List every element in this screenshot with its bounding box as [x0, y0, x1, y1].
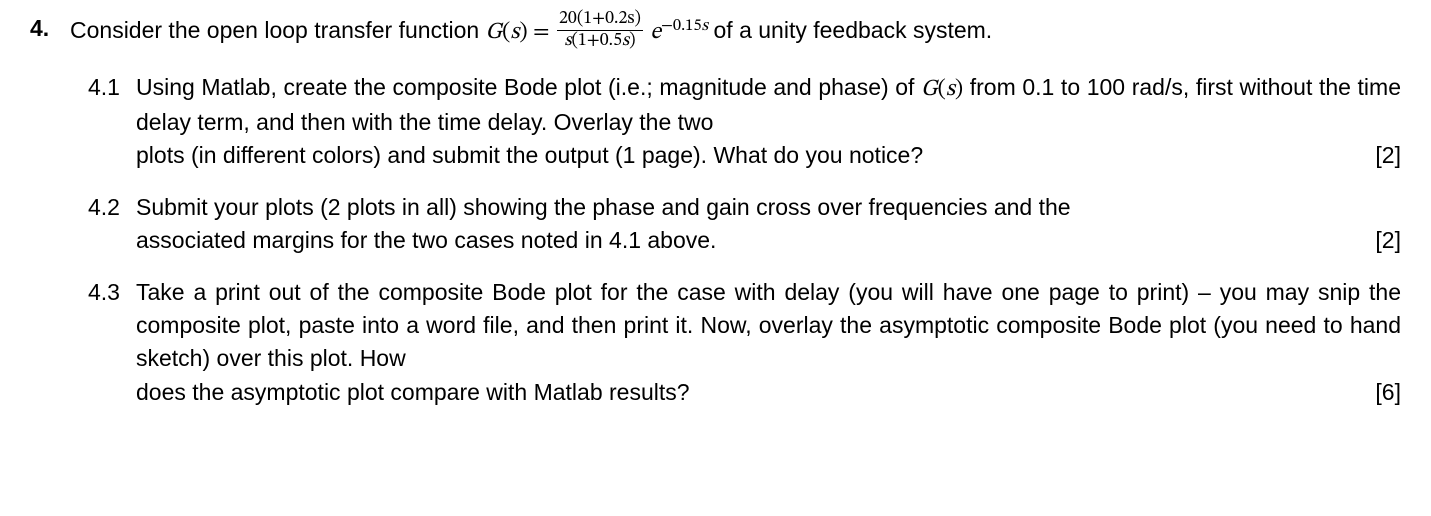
sub-number: 4.3: [88, 276, 136, 309]
gs-lhs: G(s) =: [486, 21, 555, 44]
exp-e: e: [650, 21, 661, 44]
intro-text-post: of a unity feedback system.: [714, 17, 993, 43]
sub-number: 4.2: [88, 191, 136, 224]
sub-lastline-text: associated margins for the two cases not…: [136, 224, 716, 257]
gs-inline: G(s): [921, 78, 963, 101]
sub-lastline: plots (in different colors) and submit t…: [136, 139, 1401, 172]
exp-term: e−0.15s: [650, 21, 708, 44]
sub-lastline-text: does the asymptotic plot compare with Ma…: [136, 376, 690, 409]
question-intro: Consider the open loop transfer function…: [70, 12, 1401, 53]
sub-4-3: 4.3 Take a print out of the composite Bo…: [88, 276, 1401, 409]
marks: [2]: [1355, 224, 1401, 257]
marks: [6]: [1355, 376, 1401, 409]
sub-text-pre: Submit your plots (2 plots in all) showi…: [136, 194, 1071, 220]
frac-num: 20(1+0.2s): [559, 10, 641, 28]
sub-body: Submit your plots (2 plots in all) showi…: [136, 191, 1401, 258]
sub-text-pre: Using Matlab, create the composite Bode …: [136, 74, 921, 100]
sub-lastline: associated margins for the two cases not…: [136, 224, 1401, 257]
sub-text-pre: Take a print out of the composite Bode p…: [136, 279, 1401, 372]
question-number: 4.: [30, 12, 70, 45]
sub-lastline: does the asymptotic plot compare with Ma…: [136, 376, 1401, 409]
question-4: 4. Consider the open loop transfer funct…: [30, 12, 1401, 53]
transfer-function: G(s) = 20(1+0.2s)s(1+0.5s) e−0.15s: [486, 21, 714, 44]
intro-text-pre: Consider the open loop transfer function: [70, 17, 486, 43]
sub-body: Take a print out of the composite Bode p…: [136, 276, 1401, 409]
sub-body: Using Matlab, create the composite Bode …: [136, 71, 1401, 173]
sub-4-1: 4.1 Using Matlab, create the composite B…: [88, 71, 1401, 173]
marks: [2]: [1355, 139, 1401, 172]
sub-lastline-text: plots (in different colors) and submit t…: [136, 139, 923, 172]
sub-4-2: 4.2 Submit your plots (2 plots in all) s…: [88, 191, 1401, 258]
frac-den: s(1+0.5s): [564, 32, 635, 50]
sub-number: 4.1: [88, 71, 136, 104]
fraction: 20(1+0.2s) s(1+0.5s): [557, 10, 643, 51]
exp-power: −0.15s: [661, 17, 708, 34]
subquestions: 4.1 Using Matlab, create the composite B…: [88, 71, 1401, 409]
